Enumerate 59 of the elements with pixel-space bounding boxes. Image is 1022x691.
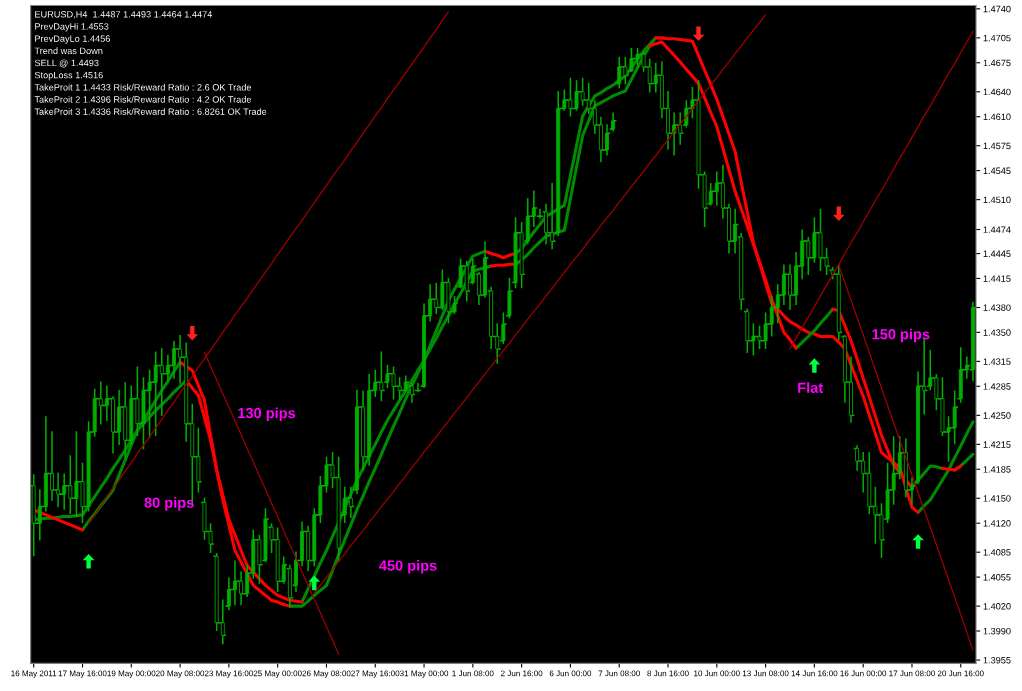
annotation: PrevDayLo 1.4456	[35, 35, 110, 44]
x-tick-label: 7 Jun 08:00	[598, 670, 640, 677]
annotation: EURUSD,H4 1.4487 1.4493 1.4464 1.4474	[35, 11, 213, 19]
text: 450 pips	[379, 560, 437, 574]
annotation: TakeProit 1 1.4433 Risk/Reward Ratio : 2.6 OK Trade	[34, 83, 252, 91]
x-tick-label: 23 May 16:00	[204, 670, 253, 678]
y-tick-label: 1.4610	[983, 113, 1011, 121]
x-tick-label: 31 May 00:00	[399, 670, 449, 678]
annotation: SELL @ 1.4493	[34, 59, 99, 68]
y-tick-label: 1.4740	[983, 5, 1011, 13]
x-tick-label: 19 May 00:00	[107, 670, 156, 678]
y-tick-label: 1.4150	[983, 495, 1011, 502]
y-tick-label: 1.4675	[983, 59, 1011, 67]
annotation: StopLoss 1.4516	[34, 71, 103, 81]
annotation: TakeProit 2 1.4396 Risk/Reward Ratio : 4.2 OK Trade	[34, 95, 252, 103]
x-tick-label: 13 Jun 08:00	[742, 670, 789, 677]
x-tick-label: 6 Jun 00:00	[549, 670, 592, 677]
x-tick-label: 17 Jun 08:00	[889, 670, 935, 677]
x-tick-label: 10 Jun 00:00	[694, 670, 740, 677]
series-label: 130 pips	[238, 407, 296, 422]
y-tick-label: 1.4250	[983, 412, 1011, 419]
y-tick-label: 1.4055	[983, 574, 1011, 581]
y-tick-label: 1.4474	[983, 226, 1011, 233]
y-tick-label: 1.4640	[983, 88, 1011, 96]
x-tick-label: 27 May 16:00	[351, 670, 400, 678]
series-label: 150 pips	[872, 328, 930, 343]
y-tick-label: 1.4215	[983, 441, 1011, 448]
y-tick-label: 1.4380	[983, 304, 1011, 311]
y-tick-label: 1.4415	[983, 275, 1011, 282]
annotation: TakeProit 3 1.4336 Risk/Reward Ratio : 6.8261 OK Trade	[34, 108, 267, 115]
x-tick-label: 1 Jun 08:00	[452, 670, 494, 677]
y-tick-label: 1.4185	[983, 466, 1011, 473]
x-tick-label: 20 Jun 16:00	[937, 670, 984, 677]
y-tick-label: 1.3990	[983, 627, 1011, 635]
y-tick-label: 1.4545	[983, 167, 1011, 175]
y-tick-label: 1.4510	[983, 196, 1011, 204]
y-tick-label: 1.4020	[983, 603, 1011, 610]
x-tick-label: 20 May 08:00	[156, 670, 205, 678]
y-tick-label: 1.4575	[983, 142, 1011, 150]
x-tick-label: 16 Jun 00:00	[840, 670, 887, 677]
x-tick-label: 2 Jun 16:00	[500, 670, 543, 677]
series-label: Flat	[798, 382, 824, 393]
x-tick-label: 25 May 00:00	[253, 670, 302, 678]
y-tick-label: 1.4120	[983, 520, 1011, 527]
x-tick-label: 26 May 08:00	[302, 670, 351, 678]
x-tick-label: 17 May 16:00	[58, 670, 107, 678]
y-tick-label: 1.4350	[983, 329, 1011, 336]
y-tick-label: 1.4085	[983, 549, 1011, 556]
annotation: Trend was Down	[34, 47, 103, 55]
y-tick-label: 1.4285	[983, 383, 1011, 390]
y-tick-label: 1.4315	[983, 358, 1011, 365]
x-tick-label: 16 May 2011	[11, 670, 57, 678]
y-tick-label: 1.4445	[983, 250, 1011, 257]
x-tick-label: 14 Jun 16:00	[791, 670, 838, 677]
x-tick-label: 8 Jun 16:00	[647, 670, 689, 677]
y-tick-label: 1.4705	[983, 34, 1011, 42]
text: 80 pips	[144, 497, 194, 511]
y-tick-label: 1.3955	[983, 656, 1011, 664]
annotation: PrevDayHi 1.4553	[35, 22, 109, 32]
